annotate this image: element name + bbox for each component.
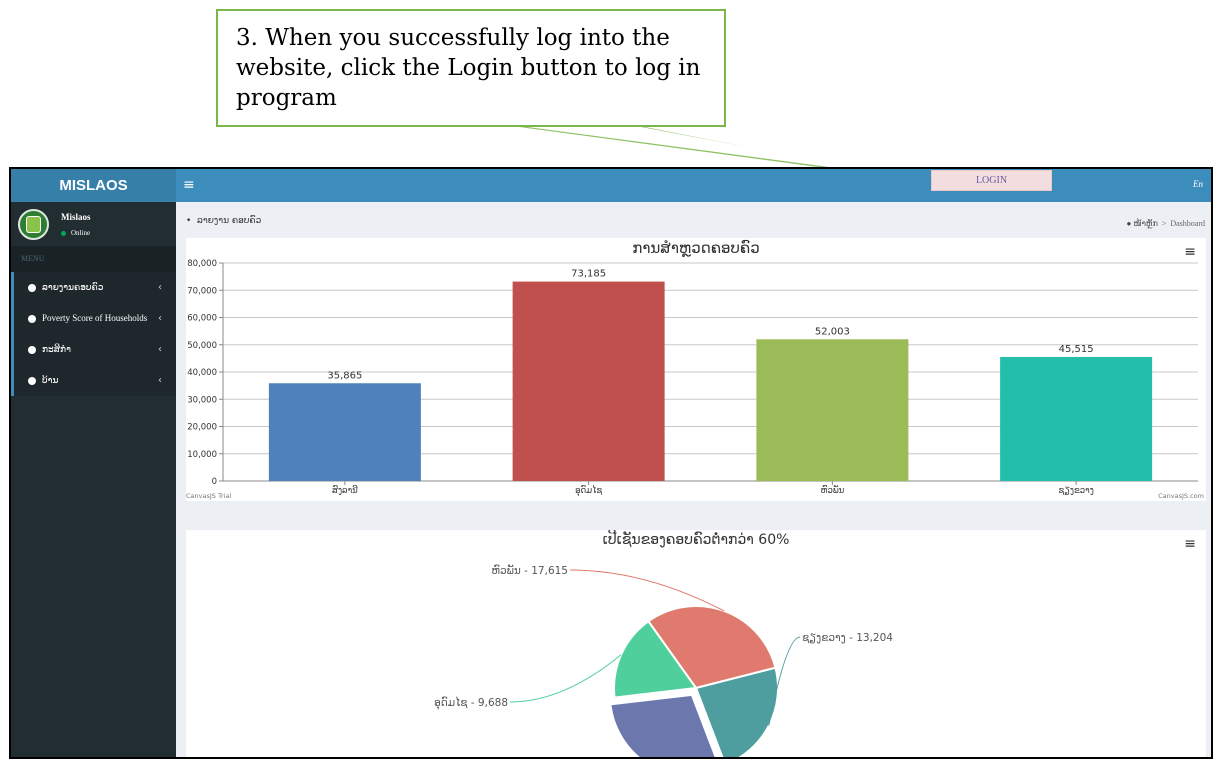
main-content: • ລາຍງານ ຄອບຄົວ ● ໜ້າຫຼັກ > Dashboard ກາ…: [176, 202, 1211, 757]
chart-title: ການສຳຫຼວດຄອບຄົວ: [632, 238, 759, 257]
x-tick-label: ສົງລານີ: [332, 485, 358, 496]
app-logo[interactable]: MISLAOS: [11, 169, 176, 202]
pie-label: ອຸດົມໄຊ - 9,688: [434, 696, 508, 710]
chart-menu-icon[interactable]: ≡: [1184, 244, 1196, 260]
sidebar-item-village[interactable]: ບ້ານ ‹: [11, 365, 176, 396]
dashboard-icon: [28, 283, 36, 292]
y-tick-label: 70,000: [187, 286, 217, 296]
breadcrumb-home-link[interactable]: ● ໜ້າຫຼັກ: [1126, 219, 1158, 228]
chart-title: ເປີເຊັນຂອງຄອບຄົວຕ່ຳກວ່າ 60%: [603, 530, 790, 548]
bar: [512, 281, 665, 481]
bar-value-label: 35,865: [327, 370, 362, 381]
y-tick-label: 10,000: [187, 450, 217, 460]
sidebar-item-poverty-score[interactable]: Poverty Score of Households ‹: [11, 303, 176, 334]
pie-chart: ເປີເຊັນຂອງຄອບຄົວຕ່ຳກວ່າ 60% ຫົວພັນ - 17,6…: [434, 530, 893, 757]
sidebar-item-agriculture[interactable]: ກະສິກຳ ‹: [11, 334, 176, 365]
login-button[interactable]: LOGIN: [931, 170, 1052, 191]
bar-value-label: 52,003: [815, 326, 850, 337]
y-tick-label: 20,000: [187, 423, 217, 433]
callout-line-2: website, click the Login button to log i…: [236, 55, 701, 81]
watermark-left: CanvasJS Trial: [186, 492, 231, 500]
sidebar-item-family-report[interactable]: ລາຍງານຄອບຄົວ ‹: [11, 272, 176, 303]
sidebar-toggle-icon[interactable]: ≡: [183, 177, 195, 193]
user-status: Online: [61, 229, 90, 237]
bar-value-label: 45,515: [1059, 344, 1094, 355]
dashboard-icon: [28, 376, 36, 385]
pie-label: ຊຽງຂວາງ - 13,204: [802, 632, 893, 644]
y-tick-label: 30,000: [187, 395, 217, 405]
app-window: MISLAOS ≡ LOGIN En Mislaos Online MENU ລ…: [9, 167, 1213, 759]
online-dot-icon: [61, 230, 66, 236]
pie-leader-line: [509, 654, 622, 703]
instruction-callout: 3. When you successfully log into the we…: [216, 9, 726, 127]
bar: [268, 383, 421, 481]
bar: [1000, 356, 1153, 481]
pie-slice: [646, 605, 777, 690]
watermark-right: CanvasJS.com: [1158, 492, 1204, 500]
chevron-left-icon: ‹: [158, 375, 162, 386]
x-tick-label: ອຸດົມໄຊ: [575, 484, 602, 497]
bar-chart: ການສຳຫຼວດຄອບຄົວ 0 10,000 20,000 30,000 40,000…: [186, 238, 1204, 500]
y-tick-label: 40,000: [187, 368, 217, 378]
sidebar: Mislaos Online MENU ລາຍງານຄອບຄົວ ‹ Povert…: [11, 202, 176, 757]
breadcrumb: ● ໜ້າຫຼັກ > Dashboard: [1126, 219, 1205, 228]
chevron-left-icon: ‹: [158, 344, 162, 355]
pie-slice: [609, 693, 717, 757]
x-tick-label: ຫົວພັນ: [820, 485, 844, 496]
y-tick-label: 0: [212, 477, 217, 487]
user-name: Mislaos: [61, 212, 91, 222]
pie-leader-line: [569, 569, 725, 612]
bar-chart-panel: ການສຳຫຼວດຄອບຄົວ 0 10,000 20,000 30,000 40,000…: [186, 238, 1206, 501]
bar: [756, 339, 909, 481]
pie-chart-panel: ເປີເຊັນຂອງຄອບຄົວຕ່ຳກວ່າ 60% ຫົວພັນ - 17,6…: [186, 530, 1206, 757]
callout-line-3: program: [236, 85, 337, 111]
bar-value-label: 73,185: [571, 269, 606, 280]
logo-icon: [26, 216, 41, 233]
y-tick-label: 50,000: [187, 341, 217, 351]
chevron-left-icon: ‹: [158, 313, 162, 324]
dashboard-icon: [28, 314, 36, 323]
y-tick-label: 60,000: [187, 314, 217, 324]
pie-leader-line: [768, 636, 801, 726]
pie-label: ຫົວພັນ - 17,615: [491, 564, 568, 577]
dashboard-icon: [28, 345, 36, 354]
chart-menu-icon[interactable]: ≡: [1184, 536, 1196, 552]
y-tick-label: 80,000: [187, 259, 217, 269]
callout-line-1: 3. When you successfully log into the: [236, 25, 670, 51]
chevron-left-icon: ‹: [158, 282, 162, 293]
user-panel: Mislaos Online: [11, 202, 176, 246]
top-header: MISLAOS ≡ LOGIN En: [11, 169, 1211, 202]
avatar: [18, 209, 49, 240]
language-switch[interactable]: En: [1193, 179, 1203, 189]
x-tick-label: ຊຽງຂວາງ: [1058, 486, 1093, 496]
menu-header: MENU: [11, 246, 176, 272]
page-heading: • ລາຍງານ ຄອບຄົວ: [186, 216, 262, 226]
breadcrumb-current: Dashboard: [1170, 219, 1205, 228]
